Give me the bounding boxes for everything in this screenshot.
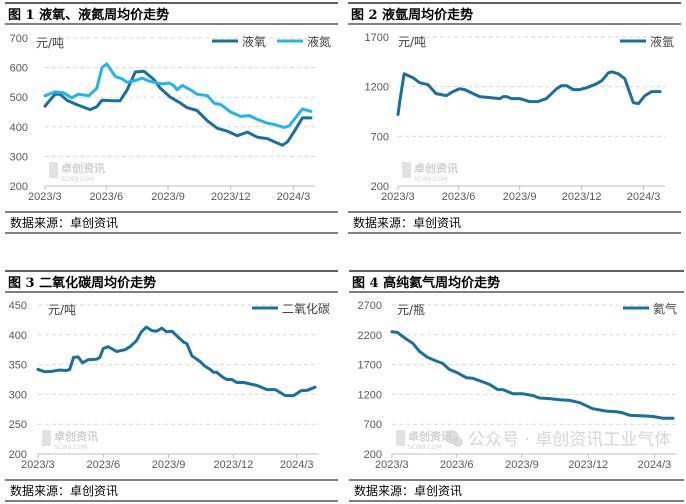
y-tick-label: 300 (10, 151, 28, 163)
legend-label: 液氩 (650, 34, 674, 49)
y-tick-label: 250 (9, 419, 27, 431)
source-text: 数据来源：卓创资讯 (353, 215, 461, 230)
y-tick-label: 200 (364, 449, 382, 461)
y-tick-label: 450 (9, 300, 27, 312)
wechat-watermark: 公众号 · 卓创资讯工业气体 (445, 430, 671, 450)
y-tick-label: 400 (10, 122, 28, 134)
watermark-brand: 卓创资讯 (61, 161, 105, 175)
x-tick-label: 2024/3 (277, 191, 311, 203)
watermark-logo-icon (49, 162, 58, 178)
series-line-氦气 (390, 330, 675, 420)
wechat-watermark-text: 公众号 · 卓创资讯工业气体 (468, 430, 671, 450)
watermark-site: SCI99.COM (408, 444, 441, 451)
x-tick-label: 2023/3 (21, 459, 55, 471)
x-tick-label: 2023/12 (568, 459, 608, 471)
x-tick-label: 2023/3 (28, 191, 62, 203)
series-line-二氧化碳 (36, 325, 317, 398)
chart-title: 图 2 液氩周均价走势 (351, 7, 473, 23)
y-tick-label: 200 (371, 181, 389, 193)
y-tick-label: 1700 (358, 360, 382, 372)
series-line-液氮 (43, 62, 313, 129)
y-tick-label: 1200 (365, 82, 389, 94)
legend-label: 二氧化碳 (282, 302, 330, 316)
x-tick-label: 2023/12 (214, 459, 254, 471)
watermark-logo-icon (402, 162, 411, 178)
watermark-brand: 卓创资讯 (414, 161, 458, 175)
y-tick-label: 500 (10, 92, 28, 104)
chart-title: 图 4 高纯氦气周均价走势 (352, 275, 500, 291)
y-tick-label: 2200 (358, 330, 382, 342)
unit-label: 元/吨 (48, 303, 76, 317)
legend-label: 氦气 (653, 301, 677, 316)
x-tick-label: 2023/12 (562, 191, 602, 203)
y-tick-label: 400 (9, 330, 27, 342)
y-tick-label: 700 (364, 419, 382, 431)
y-tick-label: 600 (10, 63, 28, 75)
series-line-液氩 (396, 70, 662, 116)
watermark-site: SCI99.COM (54, 444, 87, 451)
chart-title: 图 1 液氧、液氮周均价走势 (8, 7, 169, 23)
x-tick-label: 2023/9 (503, 191, 537, 203)
x-tick-label: 2023/9 (152, 459, 186, 471)
y-tick-label: 700 (371, 131, 389, 143)
y-tick-label: 1700 (365, 32, 389, 44)
watermark-site: SCI99.COM (61, 176, 94, 183)
chart-panel-2: 图 2 液氩周均价走势卓创资讯SCI99.COM1700120070020020… (348, 2, 681, 234)
x-tick-label: 2023/6 (440, 459, 474, 471)
legend-label: 液氮 (307, 34, 331, 49)
y-tick-label: 300 (9, 389, 27, 401)
x-tick-label: 2023/12 (211, 191, 251, 203)
legend-label: 液氧 (242, 34, 266, 49)
watermark-logo-icon (42, 430, 51, 446)
x-tick-label: 2023/6 (89, 191, 123, 203)
chart-title: 图 3 二氧化碳周均价走势 (8, 275, 156, 291)
x-tick-label: 2023/9 (505, 459, 539, 471)
watermark-site: SCI99.COM (414, 176, 447, 183)
y-tick-label: 700 (10, 33, 28, 45)
wechat-icon-bubble (453, 437, 463, 447)
y-tick-label: 200 (10, 181, 28, 193)
watermark-brand: 卓创资讯 (408, 429, 452, 443)
x-tick-label: 2024/3 (638, 459, 672, 471)
x-tick-label: 2024/3 (280, 459, 314, 471)
x-tick-label: 2023/3 (375, 459, 409, 471)
watermark-brand: 卓创资讯 (54, 429, 98, 443)
watermark-logo-icon (396, 430, 405, 446)
y-tick-label: 2700 (358, 300, 382, 312)
source-text: 数据来源：卓创资讯 (10, 215, 118, 230)
unit-label: 元/吨 (398, 35, 426, 49)
unit-label: 元/瓶 (397, 303, 425, 317)
y-tick-label: 350 (9, 360, 27, 372)
x-tick-label: 2023/3 (381, 191, 415, 203)
source-text: 数据来源：卓创资讯 (354, 483, 462, 498)
unit-label: 元/吨 (36, 36, 64, 50)
x-tick-label: 2024/3 (627, 191, 661, 203)
x-tick-label: 2023/9 (151, 191, 185, 203)
source-text: 数据来源：卓创资讯 (10, 483, 118, 498)
y-tick-label: 1200 (358, 389, 382, 401)
series-line-液氧 (43, 69, 313, 147)
x-tick-label: 2023/6 (86, 459, 120, 471)
y-tick-label: 200 (9, 449, 27, 461)
x-tick-label: 2023/6 (442, 191, 476, 203)
